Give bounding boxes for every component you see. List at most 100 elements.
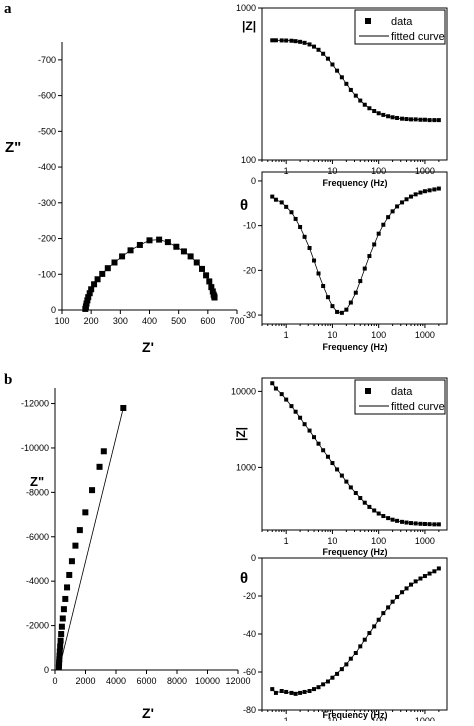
- data-point: [302, 234, 307, 239]
- data-point: [344, 307, 349, 312]
- data-point: [330, 62, 335, 67]
- data-point: [386, 605, 391, 610]
- y-tick-label: -300: [38, 198, 56, 208]
- data-point: [367, 106, 372, 111]
- data-point: [432, 569, 437, 574]
- data-point: [422, 521, 427, 526]
- data-point: [56, 648, 63, 655]
- data-point: [418, 521, 423, 526]
- data-point: [335, 467, 340, 472]
- y-tick-label: -20: [243, 591, 256, 601]
- y-tick-label: -10: [243, 221, 256, 231]
- y-tick-label: -80: [243, 705, 256, 715]
- data-point: [358, 644, 363, 649]
- data-point: [104, 265, 111, 272]
- data-point: [100, 448, 107, 455]
- data-point: [400, 590, 405, 595]
- y-tick-label: -60: [243, 667, 256, 677]
- data-point: [432, 522, 437, 527]
- x-tick-label: 10000: [195, 676, 220, 686]
- data-point: [413, 579, 418, 584]
- y-axis-label: θ: [240, 197, 248, 214]
- data-point: [367, 254, 372, 259]
- legend-data-label: data: [391, 16, 413, 28]
- data-point: [348, 485, 353, 490]
- x-tick-label: 1: [284, 330, 289, 340]
- plot-frame: [261, 171, 448, 325]
- data-point: [84, 297, 91, 304]
- chart-5: [258, 377, 448, 534]
- data-point: [427, 522, 432, 527]
- data-point: [376, 111, 381, 116]
- data-point: [279, 392, 284, 397]
- y-tick-label: -600: [38, 91, 56, 101]
- x-tick-label: 10: [327, 536, 337, 546]
- data-point: [307, 42, 312, 47]
- data-point: [325, 454, 330, 459]
- x-tick-label: 12000: [225, 676, 250, 686]
- data-point: [400, 519, 405, 524]
- y-tick-label: -500: [38, 126, 56, 136]
- data-point: [56, 659, 63, 666]
- data-point: [302, 422, 307, 427]
- data-point: [400, 116, 405, 121]
- data-point: [120, 404, 127, 411]
- data-point: [335, 68, 340, 73]
- x-tick-label: 1000: [415, 166, 435, 176]
- data-point: [66, 571, 73, 578]
- x-tick-label: 1000: [415, 536, 435, 546]
- data-point: [321, 284, 326, 288]
- x-tick-label: 100: [371, 330, 386, 340]
- data-point: [418, 117, 423, 122]
- data-point: [273, 386, 278, 391]
- data-point: [413, 521, 418, 526]
- data-point: [400, 200, 405, 205]
- data-point: [362, 102, 367, 107]
- y-axis-label: θ: [240, 570, 248, 587]
- fitted-curve-line: [272, 39, 439, 121]
- x-tick-label: 1000: [415, 716, 435, 721]
- x-tick-label: 2000: [75, 676, 95, 686]
- data-point: [422, 189, 427, 194]
- y-tick-label: 0: [251, 176, 256, 186]
- data-point: [211, 294, 218, 301]
- data-point: [298, 415, 303, 420]
- data-point: [321, 682, 326, 687]
- legend-data-marker: [365, 18, 371, 24]
- x-tick-label: 700: [229, 316, 244, 326]
- data-point: [348, 87, 353, 92]
- data-point: [436, 566, 441, 571]
- y-axis-label: |Z|: [234, 427, 248, 441]
- data-point: [348, 300, 353, 305]
- data-point: [293, 691, 298, 696]
- data-point: [289, 38, 294, 43]
- data-point: [390, 517, 395, 522]
- data-point: [427, 118, 432, 123]
- data-point: [362, 637, 367, 642]
- data-point: [316, 441, 321, 446]
- data-point: [89, 487, 96, 494]
- x-tick-label: 10: [327, 166, 337, 176]
- data-point: [180, 248, 187, 255]
- y-axis-label: |Z|: [242, 19, 256, 33]
- data-point: [273, 38, 278, 43]
- data-point: [273, 197, 278, 202]
- data-point: [362, 500, 367, 505]
- data-point: [381, 222, 386, 227]
- data-point: [284, 38, 289, 43]
- data-point: [289, 210, 294, 215]
- y-tick-label: 100: [241, 155, 256, 165]
- data-point: [436, 522, 441, 527]
- legend-fit-label: fitted curve: [391, 401, 445, 413]
- data-point: [358, 98, 363, 103]
- data-point: [376, 231, 381, 236]
- x-tick-label: 1: [284, 166, 289, 176]
- data-point: [409, 582, 414, 587]
- y-tick-label: 1000: [236, 3, 256, 13]
- data-point: [409, 194, 414, 199]
- data-point: [68, 558, 75, 565]
- data-point: [284, 204, 289, 209]
- data-point: [413, 192, 418, 197]
- data-point: [298, 39, 303, 44]
